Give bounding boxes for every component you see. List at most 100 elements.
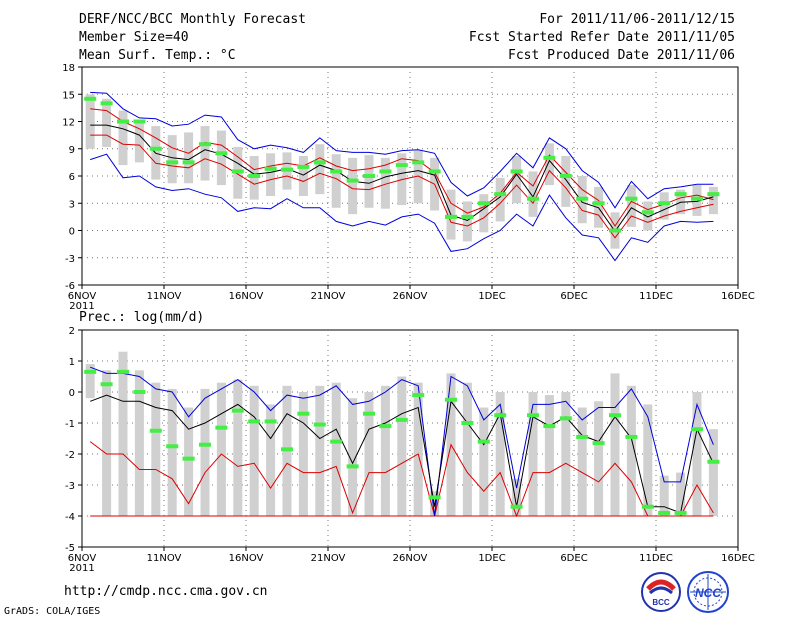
temperature-range-bar: [659, 192, 669, 220]
temperature-range-bar: [118, 110, 128, 166]
precipitation-range-bar: [659, 475, 669, 516]
precipitation-observed-marker: [461, 421, 474, 425]
temperature-range-bar: [216, 130, 226, 186]
precipitation-range-bar: [266, 404, 276, 516]
precipitation-range-bar: [544, 395, 554, 516]
temperature-observed-marker: [559, 174, 572, 178]
precipitation-observed-marker: [494, 413, 507, 418]
temperature-observed-marker: [674, 192, 687, 197]
precipitation-observed-marker: [313, 422, 326, 427]
precipitation-x-tick-label: 26NOV: [393, 553, 428, 564]
temperature-observed-marker: [199, 142, 211, 147]
precipitation-range-bar: [577, 407, 587, 516]
forecast-produced-date: Fcst Produced Date 2011/11/06: [508, 48, 735, 63]
temperature-x-tick-label: 16DEC: [721, 291, 755, 302]
precipitation-x-tick-year: 2011: [69, 563, 94, 574]
temperature-range-bar: [315, 144, 325, 195]
temperature-observed-marker: [330, 169, 343, 174]
precipitation-observed-marker: [133, 390, 146, 394]
precipitation-observed-marker: [84, 369, 97, 374]
precipitation-range-bar: [676, 472, 686, 516]
grads-credit: GrADS: COLA/IGES: [4, 606, 101, 617]
temperature-observed-marker: [182, 160, 195, 165]
precipitation-x-tick-label: 11DEC: [639, 553, 673, 564]
temperature-y-tick-label: 3: [69, 199, 75, 210]
precipitation-observed-marker: [346, 464, 359, 469]
temperature-observed-marker: [477, 201, 490, 206]
precipitation-range-bar: [233, 379, 243, 516]
precipitation-range-bar: [85, 364, 95, 399]
precipitation-observed-marker: [100, 382, 113, 387]
temperature-observed-marker: [297, 164, 310, 169]
precipitation-observed-marker: [215, 425, 228, 430]
temperature-observed-marker: [363, 174, 375, 178]
precipitation-x-tick-label: 21NOV: [311, 553, 346, 564]
precipitation-range-bar: [528, 392, 538, 516]
temperature-x-tick-label: 1DEC: [478, 291, 505, 302]
temperature-observed-marker: [248, 174, 261, 178]
temperature-max-line: [90, 91, 714, 209]
precipitation-range-bar: [315, 385, 325, 516]
temperature-observed-marker: [215, 151, 228, 156]
precipitation-range-bar: [216, 382, 226, 516]
precipitation-observed-marker: [363, 411, 375, 416]
precipitation-max-line: [90, 366, 714, 517]
precipitation-observed-marker: [428, 495, 441, 500]
precipitation-observed-marker: [658, 510, 671, 515]
precipitation-range-bar: [118, 351, 128, 516]
precipitation-observed-marker: [691, 427, 703, 432]
temperature-observed-marker: [149, 146, 162, 151]
precipitation-range-bar: [479, 407, 489, 516]
temperature-upper-line: [90, 108, 714, 227]
temperature-x-tick-label: 16NOV: [229, 291, 264, 302]
temperature-observed-marker: [231, 169, 244, 174]
precipitation-range-bar: [151, 382, 161, 516]
temperature-observed-marker: [625, 196, 638, 201]
precipitation-y-tick-label: 0: [69, 388, 75, 399]
precipitation-observed-marker: [149, 428, 162, 433]
temperature-x-tick-label: 11NOV: [147, 291, 182, 302]
precipitation-range-bar: [413, 382, 423, 516]
temperature-range-bar: [643, 201, 653, 231]
precipitation-range-bar: [167, 388, 177, 516]
temperature-range-bar: [266, 153, 276, 196]
temperature-observed-marker: [461, 214, 474, 219]
precipitation-observed-marker: [264, 419, 277, 424]
precipitation-observed-marker: [477, 439, 490, 444]
precipitation-range-bar: [610, 373, 620, 516]
precipitation-observed-marker: [199, 442, 211, 447]
temperature-range-bar: [85, 94, 95, 149]
precipitation-range-bar: [331, 382, 341, 516]
precipitation-range-bar: [643, 404, 653, 516]
precipitation-range-bar: [692, 392, 702, 516]
precip-panel-label: Prec.: log(mm/d): [79, 310, 205, 325]
temperature-y-tick-label: 0: [69, 227, 75, 238]
precipitation-observed-marker: [297, 411, 310, 416]
temperature-range-bar: [544, 143, 554, 186]
temperature-y-tick-label: 18: [62, 63, 75, 74]
temperature-observed-marker: [707, 192, 720, 197]
chart-title: DERF/NCC/BCC Monthly Forecast: [79, 12, 306, 27]
temperature-observed-marker: [346, 178, 359, 183]
precipitation-range-bar: [102, 370, 112, 516]
temperature-observed-marker: [133, 119, 146, 124]
temperature-range-bar: [561, 156, 571, 207]
temperature-observed-marker: [84, 96, 97, 101]
temperature-range-bar: [462, 201, 472, 242]
precipitation-observed-marker: [445, 397, 457, 402]
temperature-range-bar: [298, 156, 308, 196]
temperature-observed-marker: [100, 101, 113, 106]
precipitation-observed-marker: [231, 408, 244, 413]
temperature-observed-marker: [281, 167, 293, 172]
precipitation-y-tick-label: -3: [65, 481, 75, 492]
source-url[interactable]: http://cmdp.ncc.cma.gov.cn: [64, 584, 268, 599]
precipitation-range-bar: [462, 382, 472, 516]
precipitation-observed-marker: [576, 434, 589, 439]
precipitation-range-bar: [364, 392, 374, 516]
precipitation-observed-marker: [412, 393, 425, 398]
precipitation-observed-marker: [609, 413, 621, 418]
precipitation-observed-marker: [248, 419, 261, 424]
precipitation-range-bar: [626, 385, 636, 516]
temperature-x-tick-label: 26NOV: [393, 291, 428, 302]
